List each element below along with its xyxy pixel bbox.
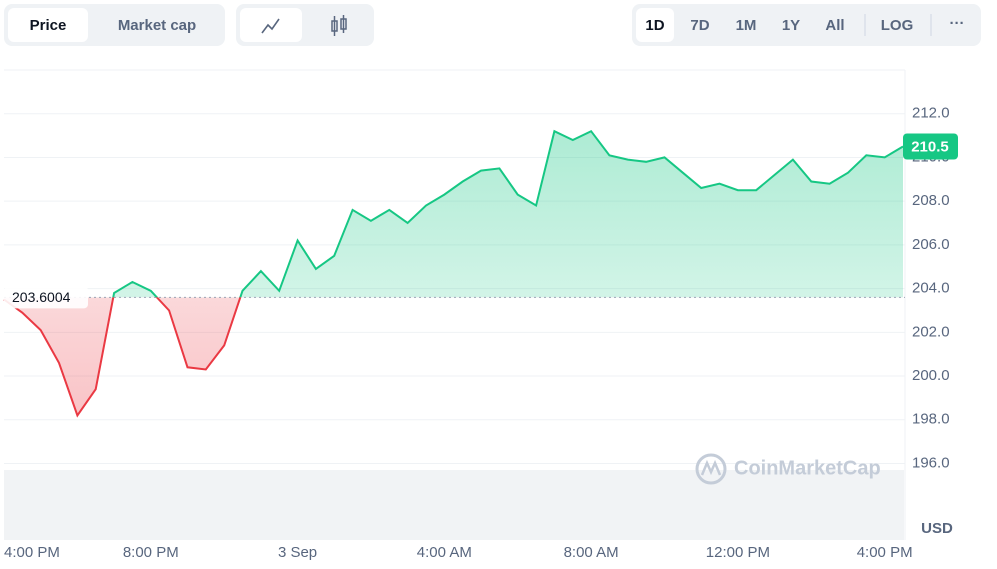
tab[interactable]: Market cap <box>118 17 196 34</box>
y-tick-label: 212.0 <box>912 105 950 122</box>
range-button[interactable]: LOG <box>881 17 914 34</box>
x-tick-label: 4:00 PM <box>4 544 60 561</box>
range-button[interactable]: 1D <box>645 17 664 34</box>
unit-label: USD <box>921 520 953 537</box>
line-icon <box>261 18 280 34</box>
x-tick-label: 4:00 AM <box>417 544 472 561</box>
y-tick-label: 208.0 <box>912 192 950 209</box>
last-value-tag <box>903 133 958 160</box>
y-tick-label: 206.0 <box>912 236 950 253</box>
x-tick-label: 8:00 AM <box>564 544 619 561</box>
candle-icon[interactable] <box>331 15 347 36</box>
range-button[interactable]: All <box>825 17 844 34</box>
area-up <box>4 131 903 298</box>
x-tick-label: 4:00 PM <box>857 544 913 561</box>
price-line-up <box>112 129 904 298</box>
x-tick-label: 3 Sep <box>278 544 317 561</box>
baseline-label-box <box>4 286 88 309</box>
watermark-text: CoinMarketCap <box>734 457 881 479</box>
watermark: CoinMarketCap <box>695 453 881 485</box>
more-button[interactable]: ··· <box>950 15 965 32</box>
range-button[interactable]: 1M <box>736 17 757 34</box>
range-active[interactable] <box>636 8 674 42</box>
tab[interactable]: Price <box>30 17 67 34</box>
y-tick-label: 204.0 <box>912 280 950 297</box>
tab-active[interactable] <box>8 8 88 42</box>
range-group <box>632 4 981 46</box>
range-button[interactable]: 7D <box>690 17 709 34</box>
volume-band <box>4 470 904 540</box>
line-button[interactable] <box>240 8 302 42</box>
baseline-label: 203.6004 <box>12 289 71 305</box>
x-tick-label: 8:00 PM <box>123 544 179 561</box>
last-value-label: 210.5 <box>911 138 949 155</box>
x-tick-label: 12:00 PM <box>706 544 770 561</box>
y-tick-label: 200.0 <box>912 367 950 384</box>
range-button[interactable]: 1Y <box>782 17 800 34</box>
y-tick-label: 196.0 <box>912 454 950 471</box>
area-down <box>4 297 241 416</box>
y-tick-label: 198.0 <box>912 411 950 428</box>
y-tick-label: 202.0 <box>912 323 950 340</box>
